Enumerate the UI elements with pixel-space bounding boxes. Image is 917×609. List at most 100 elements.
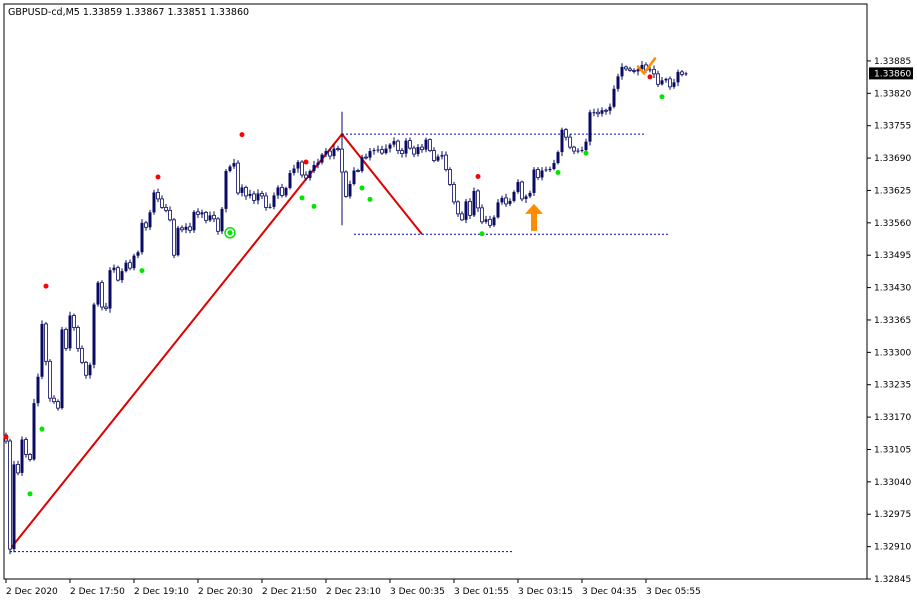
candle-body bbox=[504, 197, 508, 205]
candle-body bbox=[308, 171, 312, 178]
candle-body bbox=[592, 112, 596, 114]
candle-body bbox=[304, 174, 308, 179]
candle-body bbox=[48, 360, 52, 399]
candle-body bbox=[356, 170, 360, 172]
signal-ring-6 bbox=[224, 227, 236, 239]
candle-body bbox=[152, 192, 156, 213]
candle-body bbox=[80, 347, 84, 363]
candle-body bbox=[196, 211, 200, 215]
candle-body bbox=[548, 169, 552, 171]
signal-dot-8 bbox=[303, 159, 309, 165]
x-tick-label: 2 Dec 20:30 bbox=[198, 587, 253, 597]
candle-body bbox=[144, 222, 148, 228]
candle-body bbox=[188, 226, 192, 231]
candle-body bbox=[492, 217, 496, 226]
y-tick-label: 1.33040 bbox=[874, 478, 911, 488]
candle-body bbox=[656, 73, 660, 85]
y-tick-label: 1.33690 bbox=[874, 154, 911, 164]
candle-body bbox=[416, 147, 420, 155]
candle-body bbox=[220, 208, 224, 232]
y-tick-label: 1.33560 bbox=[874, 219, 911, 229]
candle-body bbox=[632, 69, 636, 72]
y-tick-label: 1.33885 bbox=[874, 57, 911, 67]
candle-body bbox=[412, 147, 416, 155]
candle-body bbox=[616, 76, 620, 89]
candle-body bbox=[52, 397, 56, 403]
candle-body bbox=[620, 66, 624, 77]
candle-body bbox=[388, 144, 392, 149]
y-tick-label: 1.32910 bbox=[874, 543, 911, 553]
signal-dot-9 bbox=[299, 195, 305, 201]
x-tick-label: 2 Dec 23:10 bbox=[326, 587, 381, 597]
candle-body bbox=[176, 227, 180, 256]
y-tick-label: 1.33430 bbox=[874, 284, 911, 294]
candle-body bbox=[680, 71, 684, 75]
buy-arrow-icon[interactable] bbox=[525, 203, 543, 231]
candle-body bbox=[136, 252, 140, 256]
candle-body bbox=[572, 146, 576, 152]
candle-body bbox=[324, 151, 328, 155]
candle-body bbox=[216, 218, 220, 232]
candle-body bbox=[212, 214, 216, 220]
candle-body bbox=[424, 139, 428, 150]
candle-body bbox=[556, 152, 560, 164]
y-tick-label: 1.33495 bbox=[874, 251, 911, 261]
x-tick-label: 3 Dec 01:55 bbox=[454, 587, 509, 597]
candle-body bbox=[264, 195, 268, 208]
candle-body bbox=[60, 329, 64, 409]
candle-body bbox=[232, 163, 236, 167]
candle-body bbox=[476, 190, 480, 209]
x-tick-label: 2 Dec 17:50 bbox=[70, 587, 125, 597]
candle-body bbox=[300, 161, 304, 176]
candle-body bbox=[256, 193, 260, 201]
candle-body bbox=[316, 162, 320, 166]
candle-body bbox=[484, 219, 488, 222]
candle-body bbox=[40, 323, 44, 377]
signal-dot-4 bbox=[139, 268, 145, 274]
candle-body bbox=[520, 181, 524, 200]
y-tick-label: 1.33755 bbox=[874, 122, 911, 132]
candle-body bbox=[640, 64, 644, 70]
candle-body bbox=[88, 364, 92, 376]
candle-body bbox=[204, 211, 208, 221]
candle-body bbox=[604, 109, 608, 112]
candle-body bbox=[684, 73, 688, 75]
candle-body bbox=[312, 165, 316, 172]
candle-body bbox=[628, 68, 632, 71]
candle-body bbox=[268, 206, 272, 208]
candle-body bbox=[172, 219, 176, 256]
candle-body bbox=[468, 201, 472, 216]
candle-body bbox=[76, 327, 80, 349]
candle-body bbox=[132, 255, 136, 269]
current-price-box bbox=[869, 67, 913, 80]
candle-body bbox=[496, 202, 500, 218]
candle-body bbox=[44, 323, 48, 362]
candle-body bbox=[252, 193, 256, 201]
candle-body bbox=[68, 315, 72, 349]
candle-body bbox=[348, 183, 352, 197]
signal-dot-1 bbox=[27, 491, 33, 497]
candle-body bbox=[240, 187, 244, 193]
candle-body bbox=[436, 156, 440, 161]
candle-body bbox=[368, 151, 372, 158]
candle-body bbox=[540, 170, 544, 178]
y-tick-label: 1.33235 bbox=[874, 381, 911, 391]
current-price-label: 1.33860 bbox=[874, 69, 911, 79]
candle-body bbox=[580, 150, 584, 152]
candle-body bbox=[392, 141, 396, 145]
candle-body bbox=[452, 184, 456, 203]
candle-body bbox=[384, 148, 388, 154]
signal-dot-12 bbox=[367, 196, 373, 202]
candle-body bbox=[612, 88, 616, 107]
checkmark-icon[interactable] bbox=[636, 57, 657, 76]
candle-body bbox=[128, 262, 132, 269]
candle-body bbox=[192, 211, 196, 231]
candle-body bbox=[404, 140, 408, 154]
candle-body bbox=[108, 270, 112, 309]
y-tick-label: 1.33170 bbox=[874, 413, 911, 423]
candle-body bbox=[156, 192, 160, 200]
candle-body bbox=[16, 464, 20, 474]
